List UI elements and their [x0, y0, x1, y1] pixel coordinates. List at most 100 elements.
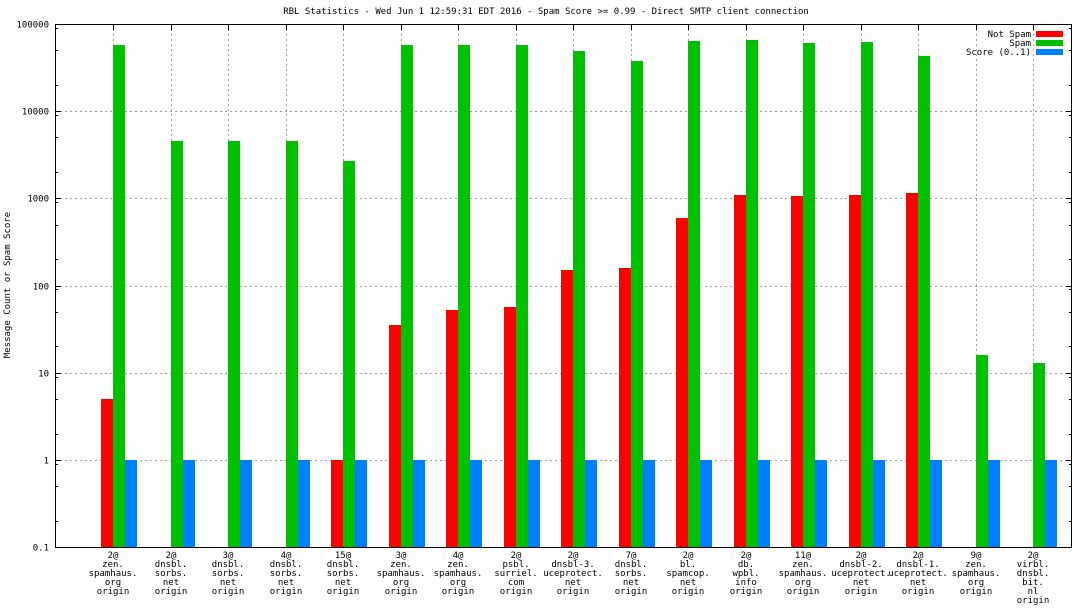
x-tick-label-line: dnsbl-2.	[839, 560, 882, 570]
x-tick-label-line: sorbs.	[615, 569, 648, 579]
bar-spam	[401, 45, 413, 547]
y-tick-label: 10000	[22, 108, 49, 118]
x-tick-label-line: psbl.	[502, 560, 529, 570]
x-tick-label-line: nl	[1028, 587, 1039, 597]
bar-score-0-1	[930, 460, 942, 547]
bar-spam	[458, 45, 470, 547]
x-tick-label-line: origin	[327, 587, 360, 597]
x-tick-label: 2@ dnsbl-3. uceprotect. net origin	[543, 551, 603, 597]
legend-swatch	[1036, 49, 1063, 55]
x-tick-label-line: surriel.	[494, 569, 537, 579]
bar-not-spam	[676, 218, 688, 547]
bar-spam	[343, 161, 355, 547]
y-tick-label: 0.1	[33, 544, 49, 554]
x-tick-label-line: zen.	[102, 560, 124, 570]
x-tick-label: 9@ zen. spamhaus. org origin	[952, 551, 1001, 597]
x-tick-label-line: 4@	[453, 551, 464, 561]
bar-spam	[516, 45, 528, 547]
x-tick-label-line: net	[335, 578, 351, 588]
x-tick-label-line: origin	[730, 587, 763, 597]
bar-not-spam	[389, 325, 401, 547]
bar-spam	[573, 51, 585, 547]
x-tick-label-line: uceprotect.	[543, 569, 603, 579]
bar-spam	[746, 40, 758, 547]
x-tick-label: 2@ psbl. surriel. com origin	[494, 551, 537, 597]
bar-score-0-1	[528, 460, 540, 547]
x-tick-label-line: net	[220, 578, 236, 588]
bar-not-spam	[561, 270, 573, 547]
x-tick-label-line: 2@	[511, 551, 522, 561]
x-tick-label: 2@ bl. spamcop. net origin	[666, 551, 709, 597]
x-tick-label-line: db.	[738, 560, 754, 570]
x-tick-label-line: com	[508, 578, 524, 588]
bar-spam	[631, 61, 643, 547]
x-tick-label-line: origin	[672, 587, 705, 597]
x-tick-label-line: org	[450, 578, 466, 588]
legend-label: Spam	[1009, 39, 1031, 49]
x-tick-label-line: spamcop.	[666, 569, 709, 579]
x-tick-label-line: 11@	[795, 551, 812, 561]
bar-score-0-1	[183, 460, 195, 547]
y-tick-labels: 0.1 1 10 100 1000 10000 100000	[16, 21, 49, 554]
x-tick-label-line: dnsbl.	[1017, 569, 1050, 579]
x-tick-label-line: sorbs.	[212, 569, 245, 579]
bar-score-0-1	[988, 460, 1000, 547]
x-tick-label-line: spamhaus.	[89, 569, 138, 579]
x-tick-label-line: origin	[787, 587, 820, 597]
x-tick-label: 2@ dnsbl-1. uceprotect. net origin	[888, 551, 948, 597]
bar-not-spam	[906, 193, 918, 547]
x-tick-label-line: dnsbl.	[615, 560, 648, 570]
x-tick-label-line: bit.	[1022, 578, 1044, 588]
x-tick-label-line: org	[795, 578, 811, 588]
axes	[55, 24, 1072, 548]
bar-not-spam	[619, 268, 631, 547]
bar-spam	[286, 141, 298, 547]
x-tick-label-line: sorbs.	[270, 569, 303, 579]
x-tick-label-line: 7@	[626, 551, 637, 561]
bar-score-0-1	[1045, 460, 1057, 547]
x-tick-label-line: net	[853, 578, 869, 588]
x-tick-label: 2@ zen. spamhaus. org origin	[89, 551, 138, 597]
x-tick-label-line: origin	[212, 587, 245, 597]
x-tick-label: 2@ db. wpbl. info origin	[730, 551, 763, 597]
x-tick-label: 7@ dnsbl. sorbs. net origin	[615, 551, 648, 597]
x-tick-label-line: dnsbl.	[155, 560, 188, 570]
bar-score-0-1	[585, 460, 597, 547]
bar-score-0-1	[413, 460, 425, 547]
x-tick-label-line: dnsbl.	[327, 560, 360, 570]
x-tick-label-line: 2@	[166, 551, 177, 561]
legend-label: Not Spam	[988, 30, 1031, 40]
x-tick-label-line: origin	[845, 587, 878, 597]
x-tick-label-line: sorbs.	[155, 569, 188, 579]
x-tick-label-line: wpbl.	[732, 569, 759, 579]
x-tick-label-line: net	[623, 578, 639, 588]
x-tick-label-line: zen.	[390, 560, 412, 570]
x-tick-label-line: dnsbl-3.	[551, 560, 594, 570]
x-tick-label-line: org	[968, 578, 984, 588]
x-tick-label-line: origin	[270, 587, 303, 597]
x-tick-label-line: spamhaus.	[952, 569, 1001, 579]
x-tick-label-line: 15@	[335, 551, 352, 561]
bar-score-0-1	[700, 460, 712, 547]
x-tick-label-line: net	[680, 578, 696, 588]
x-tick-label-line: origin	[960, 587, 993, 597]
bar-not-spam	[446, 310, 458, 547]
y-tick-label: 1000	[27, 195, 49, 205]
x-tick-label-line: dnsbl.	[270, 560, 303, 570]
x-tick-label-line: bl.	[680, 560, 696, 570]
x-tick-label-line: origin	[385, 587, 418, 597]
y-axis-label: Message Count or Spam Score	[3, 212, 13, 358]
y-tick-label: 1	[44, 457, 49, 467]
x-tick-label-line: 2@	[568, 551, 579, 561]
y-tick-label: 100	[33, 283, 49, 293]
x-tick-label-line: origin	[155, 587, 188, 597]
bar-score-0-1	[873, 460, 885, 547]
y-tick-label: 100000	[16, 21, 49, 31]
bar-spam	[228, 141, 240, 547]
x-tick-label: 2@ dnsbl-2. uceprotect. net origin	[831, 551, 891, 597]
x-tick-label-line: org	[105, 578, 121, 588]
plot-frame	[55, 24, 1072, 548]
x-tick-label-line: spamhaus.	[434, 569, 483, 579]
x-tick-label-line: 2@	[108, 551, 119, 561]
